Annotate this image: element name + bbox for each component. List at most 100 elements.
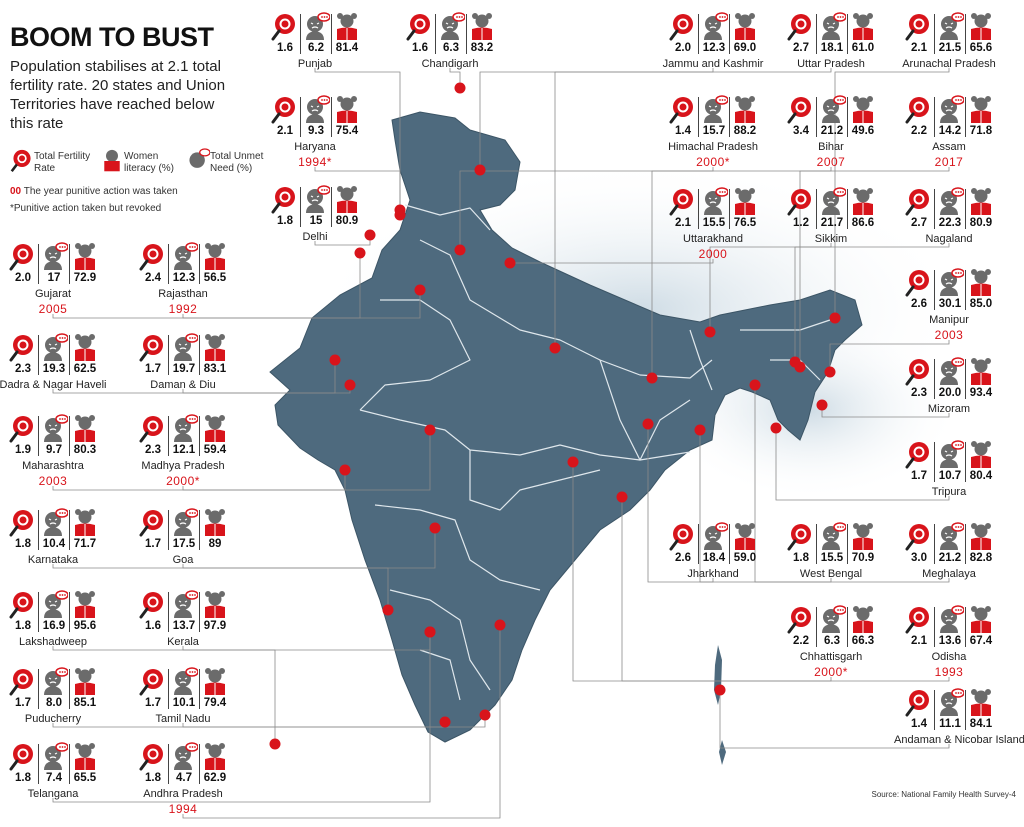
card-divider bbox=[965, 189, 966, 229]
magnifier-icon bbox=[786, 12, 814, 42]
legend-unmet-label: Total Unmet Need (%) bbox=[210, 151, 264, 174]
girl-reading-icon bbox=[71, 508, 99, 538]
state-card-mizoram: 2.3 20.0 93.4 Mizoram bbox=[904, 357, 994, 415]
woman-face-icon bbox=[700, 95, 728, 125]
literacy-value: 56.5 bbox=[203, 272, 227, 284]
unmet-need-value: 21.2 bbox=[938, 552, 962, 564]
state-name: Haryana bbox=[294, 141, 336, 153]
girl-reading-icon bbox=[731, 522, 759, 552]
state-name: Manipur bbox=[929, 314, 969, 326]
literacy-value: 95.6 bbox=[73, 620, 97, 632]
state-marker bbox=[694, 424, 706, 436]
woman-face-icon bbox=[936, 357, 964, 387]
card-divider bbox=[466, 14, 467, 54]
punitive-year: 2003 bbox=[38, 474, 68, 488]
literacy-value: 61.0 bbox=[851, 42, 875, 54]
girl-reading-icon bbox=[849, 187, 877, 217]
card-divider bbox=[729, 524, 730, 564]
woman-face-icon bbox=[700, 187, 728, 217]
tfr-value: 2.3 bbox=[911, 387, 927, 399]
state-name: Delhi bbox=[302, 231, 328, 243]
tfr-value: 2.4 bbox=[145, 272, 161, 284]
tfr-value: 3.4 bbox=[793, 125, 809, 137]
leader-line bbox=[52, 722, 446, 728]
magnifier-icon bbox=[904, 268, 932, 298]
literacy-value: 79.4 bbox=[203, 697, 227, 709]
tfr-value: 2.0 bbox=[15, 272, 31, 284]
tfr-value: 1.2 bbox=[793, 217, 809, 229]
tfr-value: 3.0 bbox=[911, 552, 927, 564]
state-marker bbox=[646, 372, 658, 384]
unmet-need-value: 4.7 bbox=[176, 772, 192, 784]
leader-line bbox=[775, 428, 950, 501]
girl-reading-icon bbox=[967, 522, 995, 552]
state-card-manipur: 2.6 30.1 85.0 Manipur 2003 bbox=[904, 268, 994, 342]
tfr-value: 2.1 bbox=[911, 635, 927, 647]
tfr-value: 1.8 bbox=[145, 772, 161, 784]
card-divider bbox=[729, 97, 730, 137]
state-name: Madhya Pradesh bbox=[141, 460, 225, 472]
state-name: Lakshadweep bbox=[19, 636, 87, 648]
state-card-assam: 2.2 14.2 71.8 Assam 2017 bbox=[904, 95, 994, 169]
literacy-value: 83.2 bbox=[470, 42, 494, 54]
card-divider bbox=[331, 14, 332, 54]
magnifier-icon bbox=[8, 742, 36, 772]
state-name: Jammu and Kashmir bbox=[662, 58, 764, 70]
state-card-dadra-nagar-haveli: 2.3 19.3 62.5 Dadra & Nagar Haveli bbox=[0, 333, 107, 391]
literacy-value: 93.4 bbox=[969, 387, 993, 399]
state-card-himachal-pradesh: 1.4 15.7 88.2 Himachal Pradesh 2000* bbox=[668, 95, 758, 169]
punitive-year: 1994* bbox=[298, 155, 332, 169]
card-divider bbox=[816, 97, 817, 137]
leader-line bbox=[182, 625, 501, 819]
unmet-need-value: 21.5 bbox=[938, 42, 962, 54]
leader-line bbox=[821, 405, 950, 418]
woman-face-icon bbox=[936, 12, 964, 42]
state-card-kerala: 1.6 13.7 97.9 Kerala bbox=[138, 590, 228, 648]
leader-line bbox=[719, 690, 950, 749]
state-card-bihar: 3.4 21.2 49.6 Bihar 2007 bbox=[786, 95, 876, 169]
state-name: Odisha bbox=[931, 651, 967, 663]
magnifier-icon bbox=[668, 12, 696, 42]
tfr-value: 2.0 bbox=[675, 42, 691, 54]
woman-face-icon bbox=[936, 522, 964, 552]
state-marker bbox=[474, 164, 486, 176]
state-marker bbox=[789, 356, 801, 368]
state-card-andhra-pradesh: 1.8 4.7 62.9 Andhra Pradesh 1994 bbox=[138, 742, 228, 816]
state-card-sikkim: 1.2 21.7 86.6 Sikkim bbox=[786, 187, 877, 245]
state-name: Uttarakhand bbox=[683, 233, 743, 245]
state-card-chandigarh: 1.6 6.3 83.2 Chandigarh bbox=[405, 12, 495, 70]
card-divider bbox=[69, 510, 70, 550]
magnifier-icon bbox=[270, 95, 298, 125]
literacy-value: 59.0 bbox=[733, 552, 757, 564]
woman-face-icon bbox=[40, 242, 68, 272]
card-divider bbox=[965, 97, 966, 137]
card-divider bbox=[816, 607, 817, 647]
literacy-value: 82.8 bbox=[969, 552, 993, 564]
card-divider bbox=[69, 744, 70, 784]
leader-line bbox=[182, 715, 486, 728]
tfr-value: 1.8 bbox=[277, 215, 293, 227]
card-divider bbox=[69, 669, 70, 709]
punitive-year: 2007 bbox=[816, 155, 846, 169]
woman-face-icon bbox=[700, 522, 728, 552]
state-name: Mizoram bbox=[927, 403, 971, 415]
state-name: Nagaland bbox=[925, 233, 973, 245]
card-divider bbox=[847, 14, 848, 54]
state-marker bbox=[424, 424, 436, 436]
punitive-year: 2003 bbox=[934, 328, 964, 342]
girl-reading-icon bbox=[849, 522, 877, 552]
card-divider bbox=[38, 744, 39, 784]
unmet-need-value: 18.4 bbox=[702, 552, 726, 564]
state-name: Sikkim bbox=[814, 233, 848, 245]
state-marker bbox=[344, 379, 356, 391]
card-divider bbox=[698, 14, 699, 54]
card-divider bbox=[965, 359, 966, 399]
woman-face-icon bbox=[170, 333, 198, 363]
card-divider bbox=[199, 669, 200, 709]
card-divider bbox=[199, 592, 200, 632]
card-divider bbox=[331, 187, 332, 227]
state-card-jammu-and-kashmir: 2.0 12.3 69.0 Jammu and Kashmir bbox=[663, 12, 763, 70]
state-marker bbox=[549, 342, 561, 354]
source-note: Source: National Family Health Survey-4 bbox=[871, 790, 1016, 799]
state-marker bbox=[770, 422, 782, 434]
